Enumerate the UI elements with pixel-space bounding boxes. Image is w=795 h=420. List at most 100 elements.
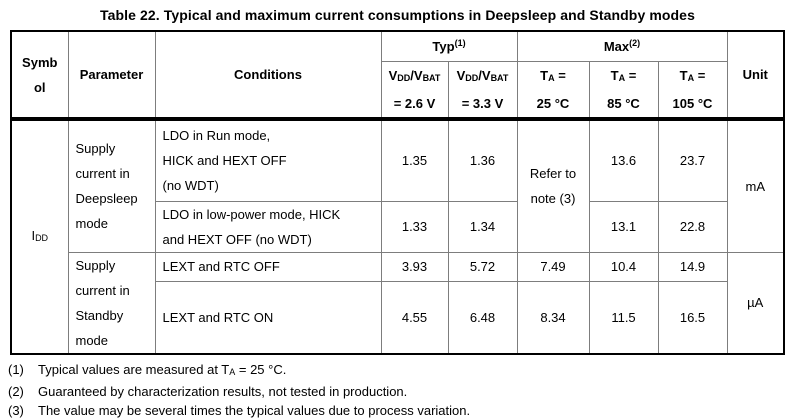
temperature-value: 85 °C	[607, 95, 640, 111]
value-max-85-deepsleep-run: 13.6	[588, 118, 659, 202]
ta-label: TA =	[592, 63, 656, 91]
header-max-ta-85: TA = 85 °C	[588, 60, 659, 121]
temperature-value: 105 °C	[672, 95, 713, 111]
a-subscript: A	[618, 72, 626, 83]
note-line: note (3)	[530, 191, 576, 207]
header-max-group: Max(2)	[516, 30, 728, 62]
a-subscript: A	[687, 72, 695, 83]
header-symbol-line2: ol	[33, 79, 46, 95]
idd-subscript: DD	[35, 232, 49, 243]
parameter-line: mode	[75, 332, 109, 348]
page-title: Table 22. Typical and maximum current co…	[100, 7, 695, 23]
value-max-85-standby-rtc-off: 10.4	[588, 251, 659, 283]
value-max-105-deepsleep-run: 23.7	[657, 118, 728, 202]
value-typ-3v3-deepsleep-lowpower: 1.34	[447, 200, 518, 253]
dd-subscript: DD	[465, 72, 479, 83]
footnote-text-post: = 25 °C.	[235, 361, 287, 377]
condition-line: and HEXT OFF (no WDT)	[162, 231, 312, 247]
parameter-line: mode	[75, 216, 109, 232]
t-symbol: T	[540, 67, 549, 83]
header-symbol-line1: Symb	[22, 54, 58, 70]
voltage-value: = 2.6 V	[393, 95, 436, 111]
header-typ-vdd-3v3: VDD/VBAT = 3.3 V	[447, 60, 518, 121]
consumption-table: Symb ol Parameter Conditions Typ(1) Max(…	[10, 30, 785, 355]
vdd-vbat-label: VDD/VBAT	[451, 63, 515, 91]
symbol-idd-cell: IDD	[10, 118, 69, 354]
bat-subscript: BAT	[490, 72, 509, 83]
parameter-standby-cell: Supply current in Standby mode	[67, 251, 156, 354]
header-max-ta-25: TA = 25 °C	[516, 60, 590, 121]
table-row: LEXT and RTC ON 4.55 6.48 8.34 11.5 16.5	[11, 281, 784, 354]
typ-footnote-ref: (1)	[454, 37, 466, 48]
table-row: Supply current in Standby mode LEXT and …	[11, 251, 785, 354]
footnote-number: (2)	[8, 383, 24, 399]
bat-subscript: BAT	[422, 72, 441, 83]
t-symbol: T	[610, 67, 619, 83]
temperature-value: 25 °C	[536, 95, 570, 111]
condition-cell-deepsleep-lowpower: LDO in low-power mode, HICK and HEXT OFF…	[154, 200, 382, 253]
v-symbol: /V	[478, 67, 491, 83]
unit-standby-cell: µA	[726, 251, 785, 354]
v-symbol: V	[456, 67, 466, 83]
header-max-ta-105: TA = 105 °C	[657, 60, 728, 121]
condition-line: LEXT and RTC OFF	[162, 259, 280, 275]
value-max-85-standby-rtc-on: 11.5	[588, 281, 659, 354]
footnote-2: (2) Guaranteed by characterization resul…	[8, 382, 795, 401]
header-conditions: Conditions	[154, 30, 382, 121]
value-typ-2v6-deepsleep-run: 1.35	[380, 118, 449, 202]
equals-sign: =	[554, 67, 566, 83]
parameter-line: Standby	[75, 307, 124, 323]
header-typ-vdd-2v6: VDD/VBAT = 2.6 V	[380, 60, 449, 121]
a-subscript: A	[229, 366, 236, 377]
condition-line: HICK and HEXT OFF	[162, 153, 287, 169]
ta-label: TA =	[520, 63, 587, 91]
value-max-25-deepsleep-note: Refer to note (3)	[516, 118, 590, 253]
ta-label: TA =	[661, 63, 725, 91]
condition-line: LEXT and RTC ON	[162, 309, 274, 325]
t-symbol: T	[679, 67, 688, 83]
voltage-value: = 3.3 V	[461, 95, 504, 111]
value-typ-2v6-standby-rtc-on: 4.55	[380, 281, 449, 354]
value-typ-2v6-deepsleep-lowpower: 1.33	[380, 200, 449, 253]
footnote-1: (1) Typical values are measured at TA = …	[8, 360, 795, 382]
typ-label: Typ	[432, 38, 455, 54]
table-row: LDO in low-power mode, HICK and HEXT OFF…	[11, 200, 784, 253]
v-symbol: /V	[410, 67, 423, 83]
parameter-deepsleep-cell: Supply current in Deepsleep mode	[67, 118, 156, 253]
idd-base: I	[31, 227, 36, 243]
dd-subscript: DD	[397, 72, 411, 83]
footnote-list: (1) Typical values are measured at TA = …	[8, 360, 795, 420]
value-max-105-deepsleep-lowpower: 22.8	[657, 200, 728, 253]
condition-line: LDO in Run mode,	[162, 128, 271, 144]
value-max-105-standby-rtc-off: 14.9	[657, 251, 728, 283]
parameter-line: current in	[75, 282, 130, 298]
footnote-text-pre: Guaranteed by characterization results, …	[38, 383, 408, 399]
value-typ-3v3-standby-rtc-on: 6.48	[447, 281, 518, 354]
parameter-line: current in	[75, 166, 130, 182]
condition-cell-standby-rtc-on: LEXT and RTC ON	[154, 281, 382, 354]
condition-cell-standby-rtc-off: LEXT and RTC OFF	[154, 251, 382, 283]
header-symbol: Symb ol	[10, 30, 69, 121]
equals-sign: =	[625, 67, 637, 83]
parameter-line: Deepsleep	[75, 191, 138, 207]
value-typ-2v6-standby-rtc-off: 3.93	[380, 251, 449, 283]
condition-line: LDO in low-power mode, HICK	[162, 206, 341, 222]
note-line: Refer to	[529, 166, 577, 182]
unit-deepsleep-cell: mA	[726, 118, 785, 253]
footnote-text: The value may be several times the typic…	[38, 401, 795, 420]
value-max-25-standby-rtc-off: 7.49	[516, 251, 590, 283]
header-typ-group: Typ(1)	[380, 30, 518, 62]
a-subscript: A	[548, 72, 555, 83]
max-footnote-ref: (2)	[629, 37, 641, 48]
footnote-text: Guaranteed by characterization results, …	[38, 382, 795, 401]
parameter-line: Supply	[75, 257, 116, 273]
footnote-number: (3)	[8, 402, 24, 418]
footnote-3: (3) The value may be several times the t…	[8, 401, 795, 420]
parameter-line: Supply	[75, 141, 116, 157]
header-parameter: Parameter	[67, 30, 156, 121]
value-max-25-standby-rtc-on: 8.34	[516, 281, 590, 354]
footnote-text-pre: The value may be several times the typic…	[38, 402, 471, 418]
value-max-85-deepsleep-lowpower: 13.1	[588, 200, 659, 253]
table-row: IDD Supply current in Deepsleep mode LDO…	[10, 118, 785, 354]
condition-line: (no WDT)	[162, 178, 219, 194]
